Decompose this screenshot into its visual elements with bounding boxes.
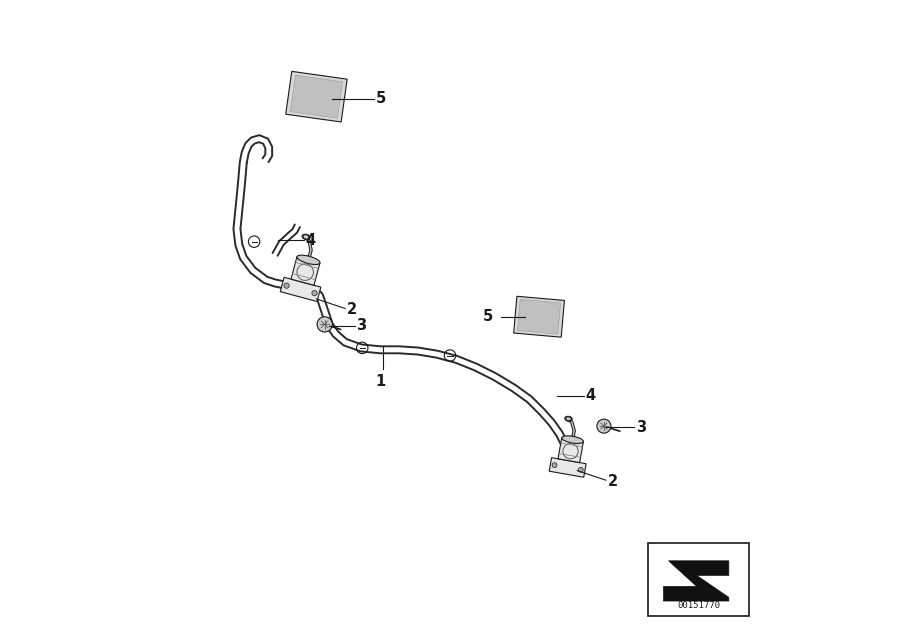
Polygon shape <box>518 300 561 334</box>
Polygon shape <box>291 75 343 118</box>
Text: 3: 3 <box>636 420 646 435</box>
Ellipse shape <box>297 255 320 265</box>
Polygon shape <box>549 458 586 477</box>
Ellipse shape <box>562 436 583 443</box>
Polygon shape <box>280 277 320 301</box>
Ellipse shape <box>303 235 309 239</box>
Ellipse shape <box>566 417 572 421</box>
Circle shape <box>284 283 289 288</box>
Text: 3: 3 <box>356 318 366 333</box>
Polygon shape <box>285 71 347 122</box>
Polygon shape <box>663 561 729 601</box>
Circle shape <box>317 317 332 332</box>
Text: 5: 5 <box>375 91 386 106</box>
Polygon shape <box>558 438 583 462</box>
Polygon shape <box>514 296 564 337</box>
Bar <box>648 543 749 616</box>
Text: 2: 2 <box>608 474 618 489</box>
Circle shape <box>312 291 317 296</box>
Circle shape <box>552 463 557 467</box>
Text: 4: 4 <box>306 233 316 248</box>
Circle shape <box>597 419 611 433</box>
Text: 2: 2 <box>347 302 357 317</box>
Text: 4: 4 <box>586 388 596 403</box>
Circle shape <box>579 467 583 472</box>
Text: 5: 5 <box>482 309 492 324</box>
Text: 1: 1 <box>375 374 385 389</box>
Polygon shape <box>291 257 320 286</box>
Text: 00151770: 00151770 <box>677 601 720 610</box>
